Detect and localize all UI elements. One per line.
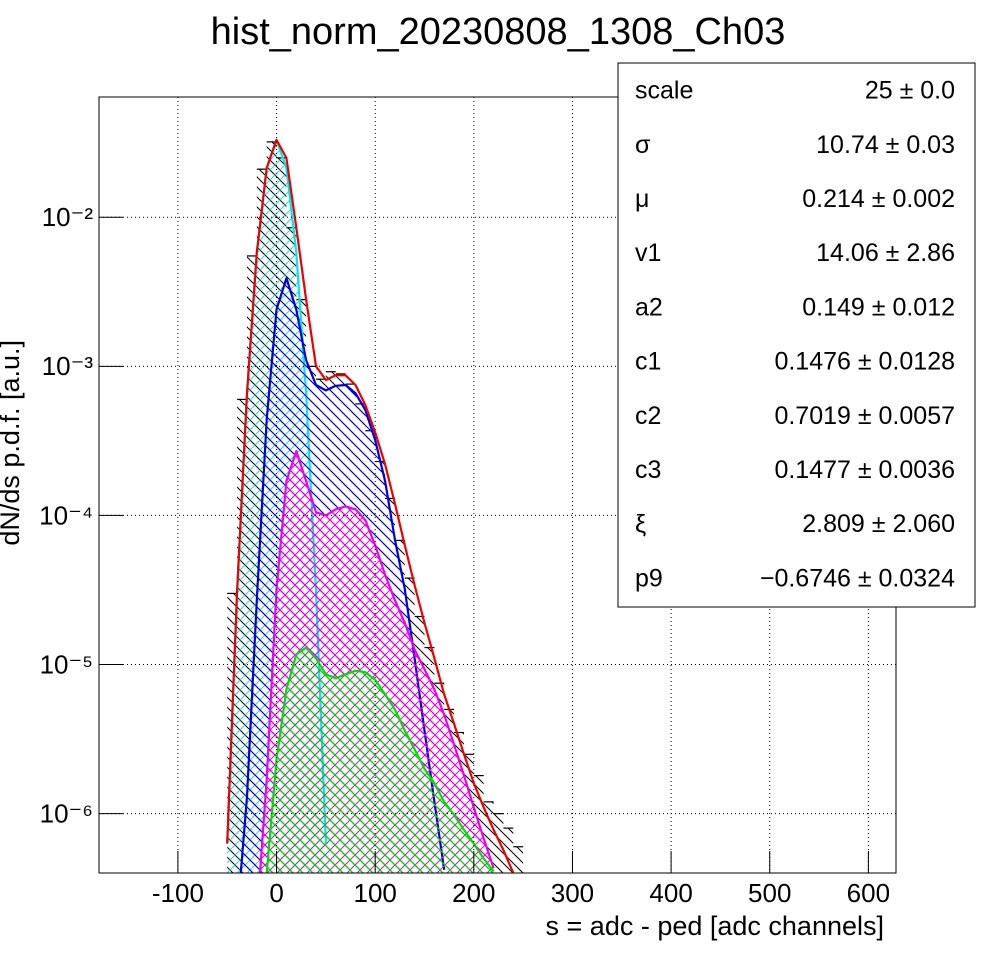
y-tick-label: 10⁻⁴	[39, 500, 93, 530]
x-tick-label: 500	[748, 878, 791, 908]
stat-value: 0.1476 ± 0.0128	[774, 348, 955, 376]
fit-curve	[265, 646, 495, 873]
x-tick-label: 300	[551, 878, 594, 908]
stat-name: ξ	[635, 510, 646, 538]
histogram-bar	[493, 813, 504, 873]
y-tick-label: 10⁻³	[42, 351, 94, 381]
histogram-bar	[513, 846, 524, 873]
stat-value: 0.214 ± 0.002	[802, 185, 955, 213]
stat-value: 25 ± 0.0	[865, 77, 955, 105]
stat-value: 10.74 ± 0.03	[816, 131, 955, 159]
stats: scale 25 ± 0.0 σ 10.74 ± 0.03 μ 0.214 ± 0.002…	[635, 77, 955, 593]
chart-title: hist_norm_20230808_1308_Ch03	[211, 11, 786, 53]
fit-curve	[239, 277, 446, 873]
x-tick-label: 0	[269, 878, 283, 908]
stat-name: p9	[635, 564, 663, 592]
stat-name: σ	[635, 131, 651, 159]
y-axis-label: dN/ds p.d.f. [a.u.]	[0, 340, 25, 546]
x-tick-label: 100	[353, 878, 396, 908]
plot-area	[226, 138, 524, 873]
stat-name: c2	[635, 402, 661, 430]
stat-value: 0.1477 ± 0.0036	[774, 456, 955, 484]
x-tick-label: -100	[152, 878, 204, 908]
stat-name: scale	[635, 77, 693, 105]
stat-value: 0.7019 ± 0.0057	[774, 402, 955, 430]
stat-name: c1	[635, 348, 661, 376]
x-tick-label: 600	[847, 878, 890, 908]
histogram-bar	[503, 828, 514, 873]
curve-fill	[266, 647, 494, 873]
x-axis-label: s = adc - ped [adc channels]	[546, 911, 884, 941]
x-tick-label: 400	[649, 878, 692, 908]
fit-curve	[226, 138, 515, 873]
stat-value: 14.06 ± 2.86	[816, 239, 955, 267]
stat-value: 0.149 ± 0.012	[802, 293, 955, 321]
stat-value: 2.809 ± 2.060	[802, 510, 955, 538]
stat-name: v1	[635, 239, 661, 267]
stat-name: a2	[635, 293, 663, 321]
stats-box	[617, 62, 976, 608]
stat-name: c3	[635, 456, 661, 484]
y-tick-label: 10⁻⁶	[40, 799, 93, 829]
stat-name: μ	[635, 185, 649, 213]
y-tick-label: 10⁻²	[42, 202, 94, 232]
stat-value: −0.6746 ± 0.0324	[760, 564, 955, 592]
histogram-bar	[483, 801, 494, 873]
x-tick-label: 200	[452, 878, 495, 908]
y-tick-label: 10⁻⁵	[40, 649, 93, 679]
